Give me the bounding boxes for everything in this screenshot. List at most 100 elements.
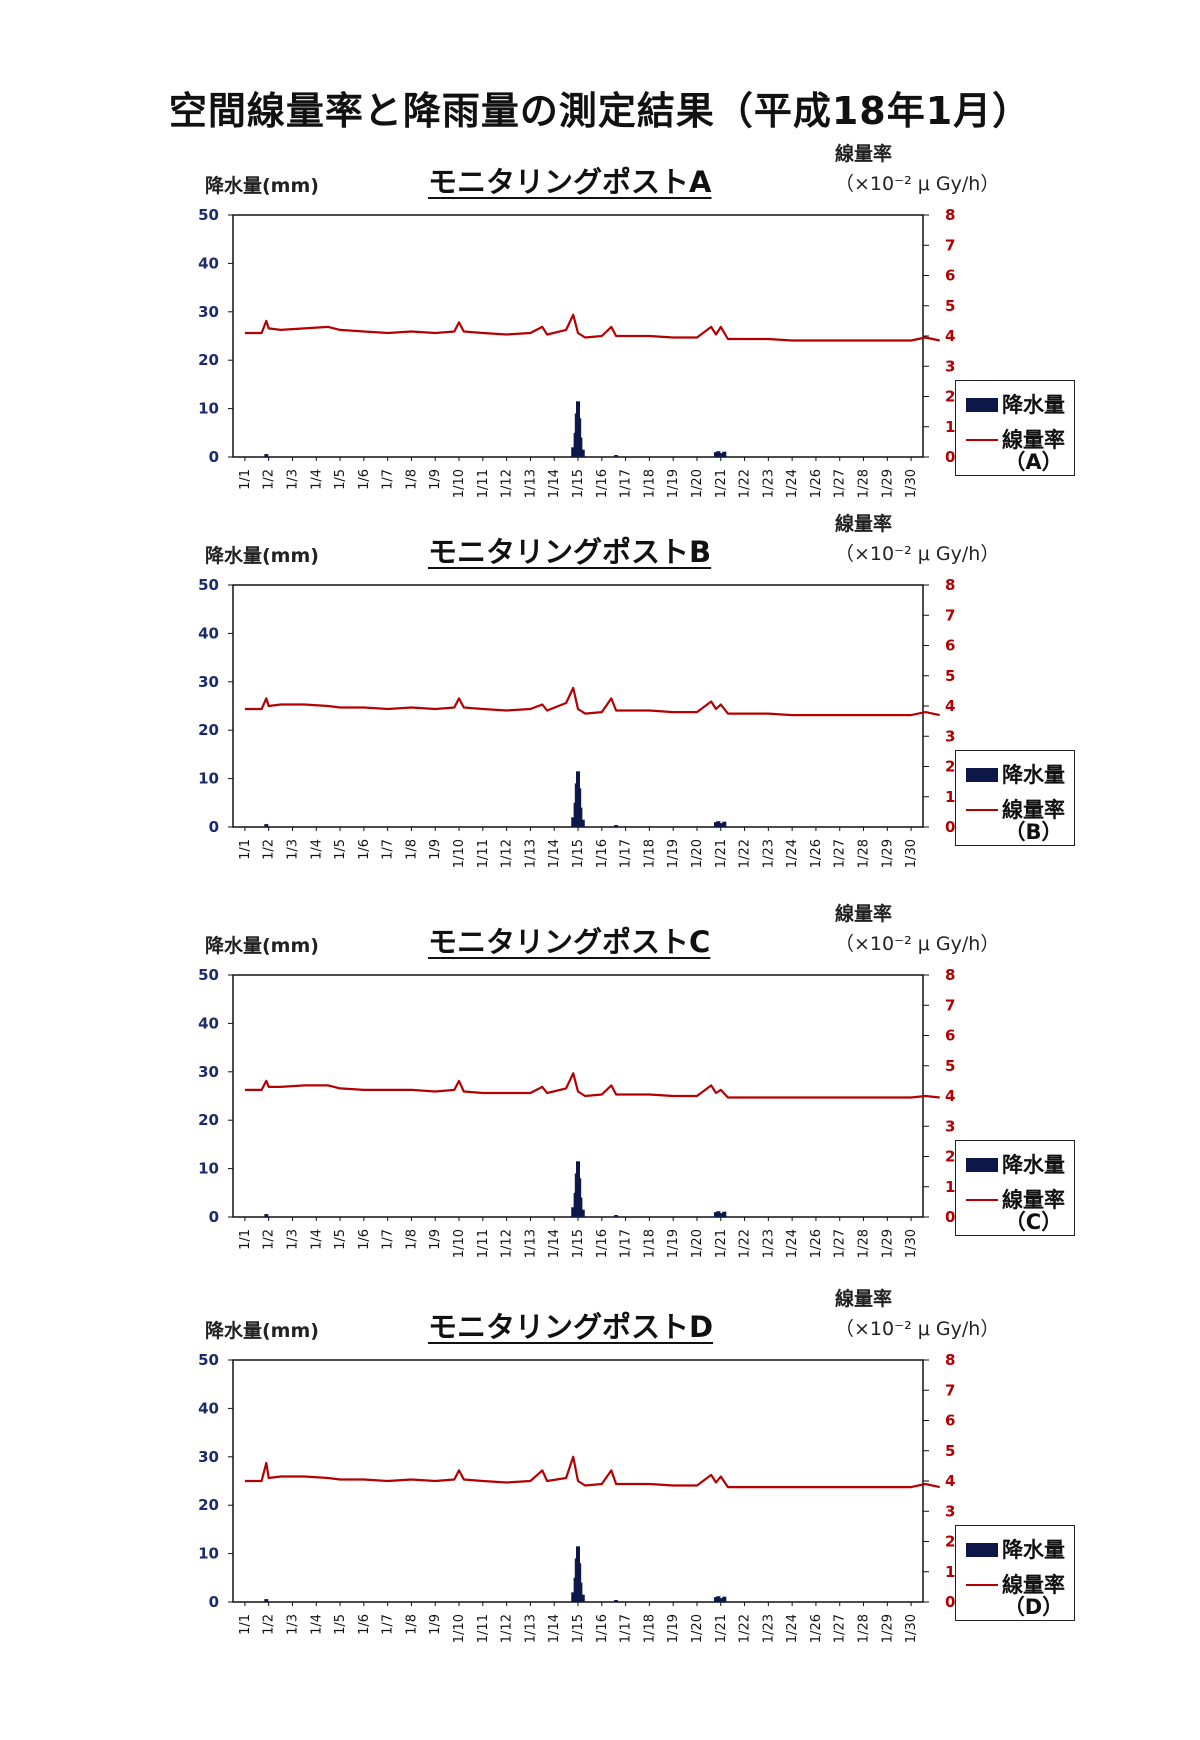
right-tick-label: 0 xyxy=(945,1208,955,1226)
left-tick-label: 40 xyxy=(198,624,219,642)
rainfall-bar xyxy=(718,453,723,457)
right-tick-label: 0 xyxy=(945,818,955,836)
page-title: 空間線量率と降雨量の測定結果（平成18年1月） xyxy=(168,89,1032,133)
left-tick-label: 40 xyxy=(198,1399,219,1417)
legend: 降水量 線量率 （D） xyxy=(955,1525,1075,1621)
rainfall-bar xyxy=(578,1197,583,1217)
legend-rainfall-swatch xyxy=(966,768,998,782)
left-tick-label: 20 xyxy=(198,351,219,369)
x-tick-label: 1/7 xyxy=(381,839,396,860)
x-tick-label: 1/21 xyxy=(714,469,729,498)
x-tick-label: 1/18 xyxy=(642,469,657,498)
x-tick-label: 1/6 xyxy=(357,1614,372,1635)
chart-plot: 0 10 20 30 40 50 0 1 2 3 4 5 6 7 8 1/1 1/2 1/3 1/4 1/5 1/6 1/… xyxy=(198,966,955,1258)
x-tick-label: 1/1 xyxy=(238,1229,253,1250)
right-tick-label: 4 xyxy=(945,327,955,345)
right-axis-label-line1: 線量率 xyxy=(835,1288,893,1310)
x-tick-label: 1/6 xyxy=(357,469,372,490)
rainfall-bar xyxy=(722,1211,727,1217)
x-tick-label: 1/2 xyxy=(262,839,277,860)
rainfall-bar xyxy=(614,825,619,827)
rainfall-bar xyxy=(722,821,727,827)
right-axis-label-line1: 線量率 xyxy=(835,143,893,165)
legend-rainfall-label: 降水量 xyxy=(1002,1153,1065,1177)
x-tick-label: 1/29 xyxy=(880,1614,895,1643)
x-tick-label: 1/19 xyxy=(666,469,681,498)
series-dose-rate-line xyxy=(244,313,940,342)
x-tick-label: 1/10 xyxy=(452,469,467,498)
x-tick-label: 1/11 xyxy=(476,469,491,498)
left-tick-label: 50 xyxy=(198,206,219,224)
left-tick-label: 30 xyxy=(198,303,219,321)
rainfall-bar xyxy=(578,807,583,827)
series-rainfall xyxy=(264,1161,727,1217)
right-tick-label: 7 xyxy=(945,236,955,254)
x-tick-label: 1/9 xyxy=(428,839,443,860)
right-tick-label: 5 xyxy=(945,297,955,315)
legend-dose-tag: （C） xyxy=(1004,1210,1063,1234)
x-tick-label: 1/17 xyxy=(619,469,634,498)
x-tick-label: 1/22 xyxy=(738,839,753,868)
left-tick-label: 50 xyxy=(198,1351,219,1369)
x-tick-label: 1/16 xyxy=(595,839,610,868)
x-tick-label: 1/24 xyxy=(785,1614,800,1643)
x-tick-label: 1/18 xyxy=(642,1614,657,1643)
x-tick-label: 1/14 xyxy=(547,1229,562,1258)
series-dose-rate-line xyxy=(244,1072,940,1099)
legend-dose-label: 線量率 （C） xyxy=(1002,1189,1065,1233)
right-axis-label-line1: 線量率 xyxy=(835,513,893,535)
legend-dose-swatch xyxy=(966,439,998,441)
x-tick-label: 1/23 xyxy=(761,469,776,498)
series-dose-rate-line xyxy=(244,1455,940,1489)
x-tick-label: 1/3 xyxy=(285,469,300,490)
right-tick-label: 2 xyxy=(945,1148,955,1166)
x-tick-label: 1/21 xyxy=(714,1614,729,1643)
x-tick-label: 1/26 xyxy=(809,1614,824,1643)
x-tick-label: 1/23 xyxy=(761,1229,776,1258)
x-tick-label: 1/24 xyxy=(785,839,800,868)
left-tick-label: 50 xyxy=(198,576,219,594)
legend-dose-label: 線量率 （B） xyxy=(1002,799,1065,843)
right-tick-label: 8 xyxy=(945,1351,955,1369)
x-tick-label: 1/28 xyxy=(857,839,872,868)
right-axis-label: 線量率 （×10⁻² μ Gy/h） xyxy=(835,899,999,959)
x-tick-label: 1/4 xyxy=(309,839,324,860)
left-axis-label: 降水量(mm) xyxy=(205,175,319,197)
left-tick-label: 30 xyxy=(198,673,219,691)
chart-panel-4: モニタリングポストD 降水量(mm) 線量率 （×10⁻² μ Gy/h） 0 10 20 3… xyxy=(0,1288,1200,1650)
x-tick-label: 1/18 xyxy=(642,1229,657,1258)
x-tick-label: 1/20 xyxy=(690,1229,705,1258)
series-dose-rate-line xyxy=(244,686,940,717)
legend: 降水量線量率 （C） xyxy=(955,1140,1075,1236)
x-tick-label: 1/23 xyxy=(761,1614,776,1643)
rainfall-bar xyxy=(714,1212,718,1217)
legend-rainfall-swatch xyxy=(966,398,998,412)
x-tick-label: 1/1 xyxy=(238,469,253,490)
legend: 降水量 線量率 （B） xyxy=(955,750,1075,846)
right-tick-label: 0 xyxy=(945,1593,955,1611)
left-tick-label: 0 xyxy=(209,818,219,836)
x-tick-label: 1/1 xyxy=(238,1614,253,1635)
x-tick-label: 1/13 xyxy=(523,1229,538,1258)
right-tick-label: 5 xyxy=(945,667,955,685)
x-tick-label: 1/4 xyxy=(309,1229,324,1250)
right-tick-label: 3 xyxy=(945,357,955,375)
x-tick-label: 1/11 xyxy=(476,839,491,868)
x-tick-label: 1/6 xyxy=(357,1229,372,1250)
x-tick-label: 1/5 xyxy=(333,839,348,860)
legend-dose-text: 線量率 xyxy=(1002,428,1065,452)
rainfall-bar xyxy=(718,1213,723,1217)
x-tick-label: 1/20 xyxy=(690,1614,705,1643)
right-tick-label: 2 xyxy=(945,758,955,776)
x-tick-label: 1/16 xyxy=(595,469,610,498)
rainfall-bar xyxy=(716,451,721,457)
x-tick-label: 1/3 xyxy=(285,839,300,860)
rainfall-bar xyxy=(718,823,723,827)
x-tick-label: 1/21 xyxy=(714,839,729,868)
x-tick-label: 1/28 xyxy=(857,469,872,498)
x-tick-label: 1/12 xyxy=(500,469,515,498)
x-tick-label: 1/19 xyxy=(666,839,681,868)
rainfall-bar xyxy=(718,1598,723,1602)
rainfall-bar xyxy=(580,819,585,827)
left-tick-label: 40 xyxy=(198,1014,219,1032)
